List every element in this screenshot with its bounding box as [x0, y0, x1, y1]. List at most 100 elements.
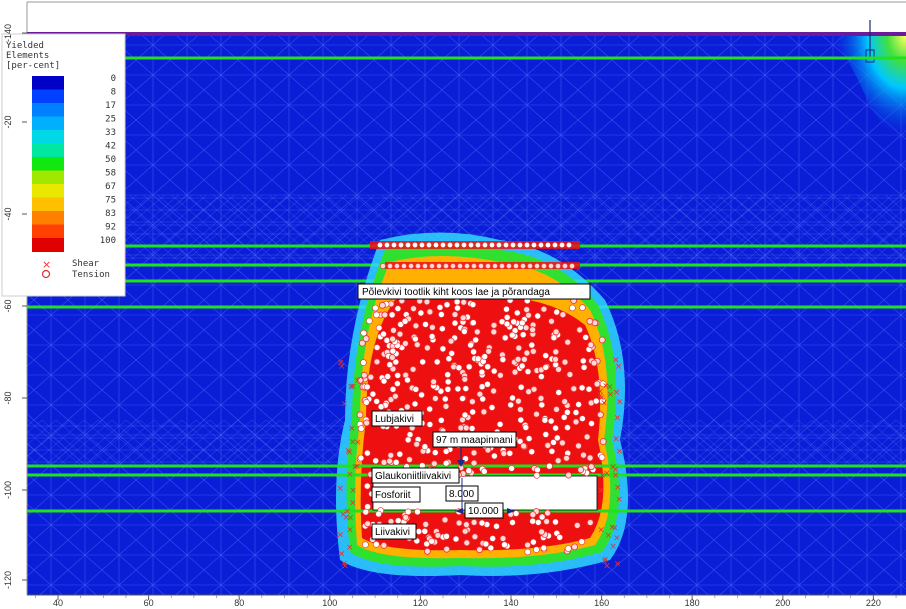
- tension-marker: [444, 385, 452, 393]
- x-tick-label: 120: [413, 598, 428, 608]
- shear-marker: [403, 403, 411, 411]
- tension-marker: [394, 517, 402, 525]
- shear-marker: [566, 371, 574, 378]
- tension-marker: [412, 242, 418, 248]
- tension-marker: [362, 541, 369, 549]
- tension-marker: [501, 334, 509, 342]
- tension-marker: [369, 390, 377, 398]
- tension-marker: [380, 330, 387, 338]
- shear-cross-marker: ×: [347, 514, 355, 524]
- shear-cross-marker: ×: [349, 382, 357, 392]
- shear-marker: [561, 358, 569, 366]
- tension-marker: [418, 391, 425, 399]
- ground-surface-band: [27, 32, 906, 36]
- shear-marker: [555, 365, 562, 373]
- tension-marker: [414, 508, 421, 516]
- tension-marker: [540, 544, 548, 552]
- shear-marker: [356, 411, 364, 419]
- tension-marker: [461, 242, 467, 248]
- shear-marker: [598, 336, 606, 344]
- tension-marker: [493, 522, 500, 530]
- shear-cross-marker: ×: [611, 524, 619, 534]
- shear-cross-marker: ×: [347, 382, 355, 392]
- legend-levels: 0 8 17 25 33 42 50 58 67 75 83 92 100: [100, 74, 116, 246]
- tension-marker: [569, 304, 576, 312]
- tension-marker: [508, 465, 515, 472]
- shear-marker: [548, 317, 555, 325]
- shear-marker: [521, 355, 528, 363]
- shear-marker: [378, 301, 386, 309]
- tension-marker: [386, 361, 394, 369]
- shear-cross-marker: ×: [596, 392, 604, 402]
- x-tick-label: 180: [685, 598, 700, 608]
- shear-marker: [471, 263, 477, 269]
- tension-marker: [525, 435, 533, 442]
- shear-cross-marker: ×: [338, 362, 346, 372]
- shear-marker: [586, 454, 594, 462]
- label-fosforiit: Fosforiit: [371, 486, 421, 503]
- tension-marker: [503, 242, 509, 248]
- tension-marker: [579, 415, 586, 422]
- tension-marker: [564, 545, 572, 552]
- x-tick-label: 80: [234, 598, 244, 608]
- shear-marker: [524, 541, 531, 549]
- tension-marker: [533, 472, 541, 479]
- shear-marker: [450, 363, 458, 371]
- tension-marker: [552, 242, 558, 248]
- label-depth: 97 m maapinnani: [432, 431, 517, 448]
- tension-marker: [398, 242, 404, 248]
- corner-yield-zone: [830, 36, 906, 140]
- tension-marker: [564, 424, 571, 431]
- shear-marker: [364, 520, 372, 528]
- legend-swatch: [32, 184, 64, 198]
- shear-marker: [588, 463, 595, 471]
- shear-marker: [388, 353, 396, 361]
- tension-marker: [412, 335, 419, 343]
- shear-cross-marker: ×: [612, 465, 620, 475]
- shear-cross-marker: ×: [340, 559, 348, 569]
- tension-marker: [392, 358, 400, 366]
- shear-marker: [389, 335, 397, 343]
- shear-marker: [426, 308, 434, 316]
- tension-marker: [519, 331, 527, 339]
- tension-marker: [478, 383, 486, 391]
- shear-cross-marker: ×: [601, 555, 609, 565]
- tension-marker: [579, 357, 587, 365]
- tension-marker: [599, 380, 607, 388]
- legend-level-label: 33: [105, 128, 116, 138]
- tension-marker: [468, 425, 476, 432]
- legend-level-label: 67: [105, 182, 116, 192]
- shear-marker: [523, 306, 531, 314]
- tension-marker: [433, 242, 439, 248]
- tension-marker: [572, 409, 580, 416]
- tension-marker: [419, 242, 425, 248]
- shear-marker: [478, 263, 484, 269]
- tension-marker: [512, 510, 520, 517]
- shear-cross-marker: ×: [348, 424, 356, 434]
- shear-marker: [391, 392, 399, 400]
- tension-marker: [582, 334, 590, 341]
- shear-cross-marker: ×: [354, 438, 362, 448]
- tension-marker: [528, 341, 536, 349]
- tension-marker: [478, 368, 486, 376]
- legend-swatch: [32, 76, 64, 90]
- shear-marker: [442, 402, 450, 410]
- tension-marker: [377, 403, 385, 411]
- shear-marker: [422, 521, 430, 528]
- legend-level-label: 0: [111, 74, 116, 84]
- shear-marker: [406, 456, 413, 464]
- label-liivakivi: Liivakivi: [371, 523, 417, 540]
- legend-level-label: 58: [105, 169, 116, 179]
- tension-marker: [550, 334, 558, 342]
- legend-level-label: 25: [105, 115, 116, 125]
- shear-cross-marker: ×: [615, 362, 623, 372]
- shear-cross-marker: ×: [614, 414, 622, 424]
- legend-swatch: [32, 143, 64, 158]
- legend-shear-entry: × Shear: [42, 258, 100, 271]
- shear-marker: [461, 527, 469, 535]
- tension-marker: [384, 242, 390, 248]
- tension-marker: [487, 544, 495, 552]
- shear-cross-marker: ×: [605, 531, 613, 541]
- legend-level-label: 83: [105, 209, 116, 219]
- tension-marker: [470, 348, 477, 356]
